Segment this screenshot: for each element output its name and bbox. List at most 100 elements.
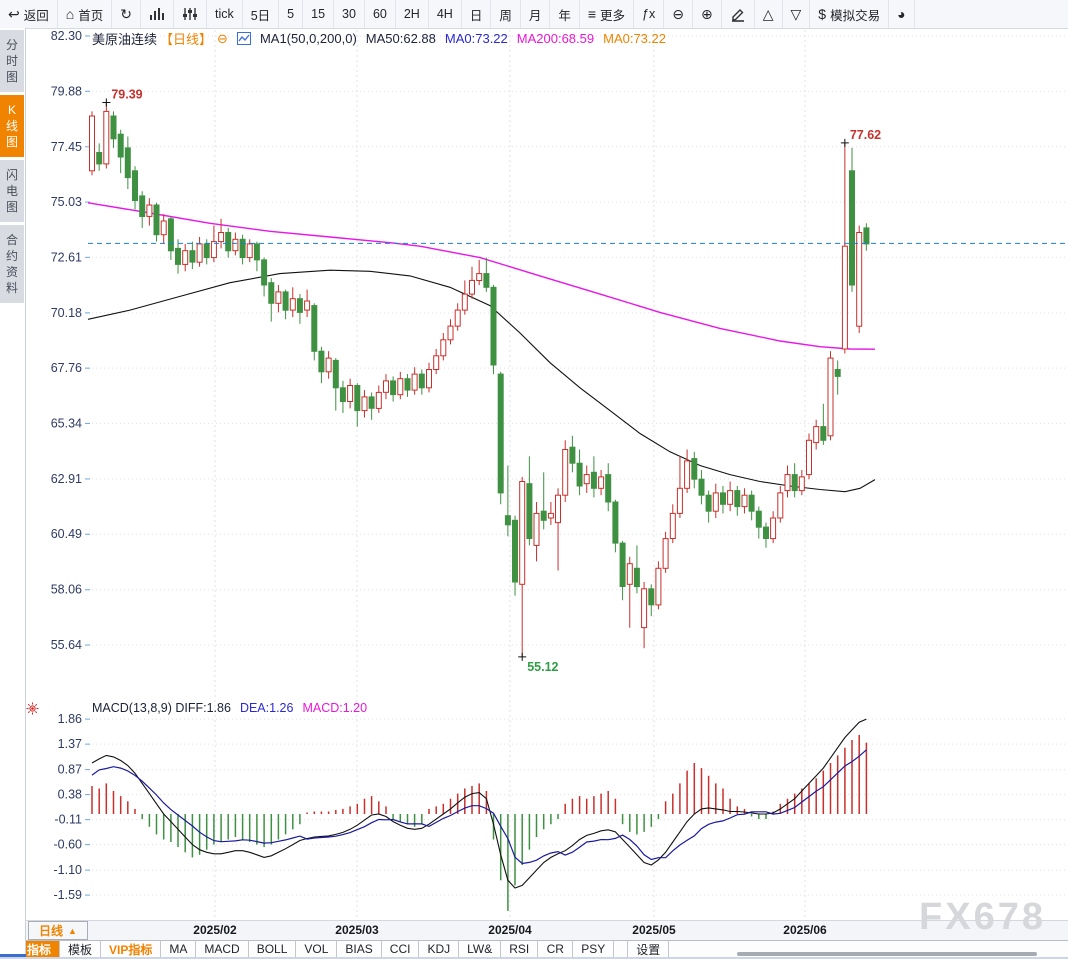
interval-5day-button-label: 5日 [250,8,271,23]
refresh-button[interactable]: ↻ [112,0,141,28]
triangle-up-button[interactable]: △ [755,0,783,28]
triangle-down-button[interactable]: ▽ [783,0,811,28]
tab-rsi[interactable]: RSI [501,941,539,957]
interval-4h-button[interactable]: 4H [429,0,462,28]
interval-day-button[interactable]: 日 [462,0,492,28]
interval-4h-button-label: 4H [436,7,453,21]
svg-text:62.91: 62.91 [51,472,82,486]
tab-bias[interactable]: BIAS [337,941,382,957]
home-button[interactable]: ⌂ 首页 [58,0,113,28]
horizontal-scrollbar[interactable] [737,952,1037,956]
chart-type-button[interactable] [141,0,174,28]
draw-icon [730,7,746,22]
sidebar-tab-contract-info[interactable]: 合约资料 [0,225,24,303]
interval-year-button-label: 年 [558,8,571,23]
draw-button[interactable] [722,0,755,28]
more-icon: ≡ [587,6,597,22]
sidebar-tab-lightning-chart[interactable]: 闪电图 [0,160,24,222]
svg-text:0.87: 0.87 [58,763,82,777]
service-icon: ◕ [897,6,906,22]
home-button-label: 首页 [78,8,104,23]
interval-month-button-label: 月 [528,8,542,23]
zoom-in-icon: ⊕ [701,6,713,22]
svg-text:-0.11: -0.11 [54,813,82,827]
ma50-value: MA50:62.88 [365,31,436,46]
svg-text:55.12: 55.12 [527,660,558,674]
svg-text:0.38: 0.38 [58,788,82,802]
period-selector-button[interactable]: 日线 ▲ [28,921,88,940]
interval-2h-button[interactable]: 2H [396,0,429,28]
more-button[interactable]: ≡ 更多 [580,0,635,28]
x-axis-strip [25,920,1068,941]
interval-year-button[interactable]: 年 [550,0,580,28]
svg-text:-1.59: -1.59 [54,888,83,902]
tab-kdj[interactable]: KDJ [419,941,460,957]
tab-psy[interactable]: PSY [573,941,615,957]
sidebar-tab-kline-chart[interactable]: K线图 [0,95,24,157]
candlestick-plot [89,102,870,657]
indicator-panel-icon [182,7,198,21]
svg-text:60.49: 60.49 [51,527,82,541]
back-button-label: 返回 [23,8,49,23]
instrument-title: 美原油连续 [92,32,158,47]
interval-tick-button[interactable]: tick [207,0,243,28]
chart-mini-icon [236,32,251,45]
collapse-icon[interactable]: ⊖ [217,30,228,46]
interval-60-button[interactable]: 60 [365,0,396,28]
macd-header: MACD(13,8,9) DIFF:1.86 DEA:1.26 MACD:1.2… [92,701,367,715]
back-icon: ↩ [8,6,20,22]
svg-text:1.86: 1.86 [58,712,82,726]
tab-macd[interactable]: MACD [196,941,249,957]
formula-button[interactable]: ƒx [634,0,665,28]
svg-text:-1.10: -1.10 [54,863,83,877]
sidebar-tab-time-chart[interactable]: 分时图 [0,30,24,92]
tab-vol[interactable]: VOL [296,941,338,957]
price-annotations: 79.39 77.62 55.12 [102,88,881,674]
tab-boll[interactable]: BOLL [249,941,297,957]
sim-trade-icon: $ [818,6,827,22]
tab-vip-indicator[interactable]: VIP指标 [101,941,162,957]
macd-dea-line [91,749,867,865]
interval-15-button-label: 15 [311,7,326,21]
interval-5day-button[interactable]: 5日 [243,0,280,28]
triangle-down-icon: ▽ [790,6,802,22]
service-button[interactable]: ◕ [889,0,915,28]
ma0-value-orange: MA0:73.22 [603,31,666,46]
chart-type-icon [149,7,165,21]
svg-text:70.18: 70.18 [51,306,82,320]
svg-text:58.06: 58.06 [51,583,82,597]
tab-cr[interactable]: CR [538,941,574,957]
tab-settings[interactable]: 设置 [627,941,670,957]
tab-lw[interactable]: LW& [459,941,502,957]
zoom-in-button[interactable]: ⊕ [693,0,722,28]
period-label: 【日线】 [160,32,213,47]
indicator-settings-icon[interactable] [26,702,39,720]
interval-30-button[interactable]: 30 [334,0,365,28]
macd-diff-line [91,718,867,889]
watermark: FX678 [919,896,1046,938]
svg-text:75.03: 75.03 [51,195,82,209]
sim-trade-button[interactable]: $ 模拟交易 [810,0,890,28]
ma-params: MA1(50,0,200,0) [259,31,357,46]
macd-dea-label: DEA:1.26 [239,701,294,715]
macd-diff-label: MACD(13,8,9) DIFF:1.86 [92,701,231,715]
tab-indicator[interactable]: 指标 [19,941,61,957]
svg-text:77.62: 77.62 [850,128,881,142]
svg-text:65.34: 65.34 [51,416,82,430]
svg-text:79.39: 79.39 [111,88,142,102]
interval-15-button[interactable]: 15 [303,0,335,28]
interval-week-button[interactable]: 周 [491,0,521,28]
macd-macd-label: MACD:1.20 [302,701,368,715]
indicator-panel-button[interactable] [174,0,207,28]
tab-ma[interactable]: MA [161,941,197,957]
interval-month-button[interactable]: 月 [521,0,551,28]
macd-plot [91,718,868,911]
home-icon: ⌂ [65,6,75,22]
zoom-out-button[interactable]: ⊖ [664,0,693,28]
interval-week-button-label: 周 [499,8,512,23]
tab-template[interactable]: 模板 [60,941,102,957]
back-button[interactable]: ↩ 返回 [0,0,58,28]
tab-cci[interactable]: CCI [382,941,420,957]
interval-5-button[interactable]: 5 [279,0,304,28]
